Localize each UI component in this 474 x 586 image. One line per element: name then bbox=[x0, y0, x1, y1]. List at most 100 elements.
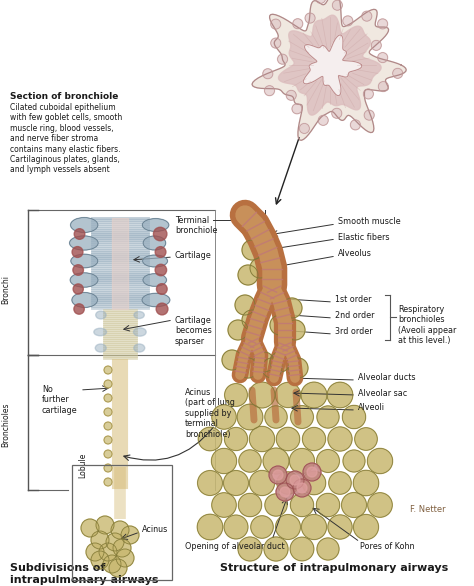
Circle shape bbox=[293, 479, 311, 497]
Circle shape bbox=[239, 450, 261, 472]
Circle shape bbox=[72, 247, 83, 257]
Circle shape bbox=[106, 533, 124, 551]
Circle shape bbox=[277, 472, 299, 494]
Circle shape bbox=[225, 384, 247, 406]
Circle shape bbox=[342, 493, 366, 517]
Circle shape bbox=[305, 13, 315, 23]
Circle shape bbox=[263, 69, 273, 79]
Circle shape bbox=[300, 124, 310, 134]
Circle shape bbox=[276, 427, 300, 451]
Circle shape bbox=[155, 264, 166, 276]
Ellipse shape bbox=[96, 311, 106, 319]
Text: 2nd order: 2nd order bbox=[335, 312, 374, 321]
Circle shape bbox=[282, 298, 302, 318]
Circle shape bbox=[222, 350, 242, 370]
Text: 1st order: 1st order bbox=[335, 295, 372, 305]
Circle shape bbox=[99, 543, 117, 561]
Circle shape bbox=[264, 86, 274, 96]
Circle shape bbox=[249, 471, 274, 496]
Circle shape bbox=[378, 53, 388, 63]
Circle shape bbox=[264, 537, 288, 561]
Circle shape bbox=[301, 382, 327, 408]
Circle shape bbox=[242, 310, 262, 330]
Circle shape bbox=[86, 543, 104, 561]
Circle shape bbox=[285, 320, 305, 340]
Circle shape bbox=[224, 515, 248, 539]
Circle shape bbox=[368, 493, 392, 517]
Polygon shape bbox=[303, 35, 362, 96]
Text: Cartilage
becomes
sparser: Cartilage becomes sparser bbox=[175, 316, 212, 346]
Circle shape bbox=[271, 38, 281, 48]
Circle shape bbox=[362, 11, 372, 21]
Text: Acinus: Acinus bbox=[142, 526, 168, 534]
Circle shape bbox=[354, 515, 379, 540]
Circle shape bbox=[316, 493, 340, 517]
Circle shape bbox=[297, 483, 307, 493]
Ellipse shape bbox=[71, 217, 98, 233]
Circle shape bbox=[238, 358, 258, 378]
Text: Bronchioles: Bronchioles bbox=[1, 403, 10, 447]
Circle shape bbox=[263, 448, 289, 474]
Circle shape bbox=[104, 478, 112, 486]
Circle shape bbox=[293, 19, 303, 29]
Ellipse shape bbox=[95, 344, 106, 352]
Circle shape bbox=[317, 449, 339, 472]
Text: Terminal
bronchiole: Terminal bronchiole bbox=[175, 216, 218, 236]
Text: Smooth muscle: Smooth muscle bbox=[338, 217, 401, 227]
Text: Respiratory
bronchioles
(Aveoli appear
at this level.): Respiratory bronchioles (Aveoli appear a… bbox=[398, 305, 456, 345]
Text: Alveolar sac: Alveolar sac bbox=[358, 389, 407, 397]
Circle shape bbox=[273, 470, 283, 480]
Circle shape bbox=[121, 526, 139, 544]
Circle shape bbox=[250, 258, 270, 278]
Circle shape bbox=[286, 90, 296, 100]
Circle shape bbox=[74, 304, 84, 314]
Circle shape bbox=[96, 516, 114, 534]
Ellipse shape bbox=[70, 273, 98, 287]
Text: F. Netter: F. Netter bbox=[410, 505, 446, 514]
Circle shape bbox=[290, 537, 314, 561]
Circle shape bbox=[104, 408, 112, 416]
Ellipse shape bbox=[134, 328, 146, 336]
Ellipse shape bbox=[134, 312, 144, 319]
Ellipse shape bbox=[70, 236, 98, 250]
Ellipse shape bbox=[142, 219, 169, 231]
Circle shape bbox=[327, 382, 353, 408]
Ellipse shape bbox=[143, 274, 166, 287]
Ellipse shape bbox=[143, 236, 166, 250]
Circle shape bbox=[74, 229, 85, 239]
Circle shape bbox=[111, 521, 129, 539]
Circle shape bbox=[288, 358, 308, 378]
Circle shape bbox=[198, 471, 222, 495]
Circle shape bbox=[317, 538, 339, 560]
Circle shape bbox=[329, 472, 351, 494]
Circle shape bbox=[104, 436, 112, 444]
Circle shape bbox=[254, 352, 274, 372]
Circle shape bbox=[291, 493, 314, 517]
Circle shape bbox=[332, 108, 342, 118]
Bar bbox=[72, 465, 172, 580]
Text: Acinus
(part of lung
supplied by
terminal
bronchiole): Acinus (part of lung supplied by termina… bbox=[185, 388, 235, 438]
Circle shape bbox=[225, 427, 247, 451]
Text: Structure of intrapulmonary airways: Structure of intrapulmonary airways bbox=[220, 563, 448, 573]
Circle shape bbox=[286, 471, 304, 489]
Circle shape bbox=[292, 104, 302, 114]
Circle shape bbox=[242, 240, 262, 260]
Text: Alveoli: Alveoli bbox=[358, 404, 385, 413]
Circle shape bbox=[364, 110, 374, 120]
Text: Lobule: Lobule bbox=[78, 452, 87, 478]
Circle shape bbox=[154, 227, 167, 241]
Circle shape bbox=[103, 555, 121, 573]
Circle shape bbox=[318, 115, 328, 125]
Text: 3rd order: 3rd order bbox=[335, 328, 373, 336]
Circle shape bbox=[73, 284, 83, 294]
Text: Opening of alveolar duct: Opening of alveolar duct bbox=[185, 542, 285, 551]
Circle shape bbox=[156, 284, 167, 294]
Circle shape bbox=[290, 475, 300, 485]
Ellipse shape bbox=[94, 328, 107, 336]
Circle shape bbox=[91, 551, 109, 569]
Circle shape bbox=[316, 0, 326, 4]
Circle shape bbox=[276, 483, 294, 501]
Circle shape bbox=[238, 537, 262, 561]
Circle shape bbox=[104, 464, 112, 472]
Circle shape bbox=[332, 0, 342, 10]
